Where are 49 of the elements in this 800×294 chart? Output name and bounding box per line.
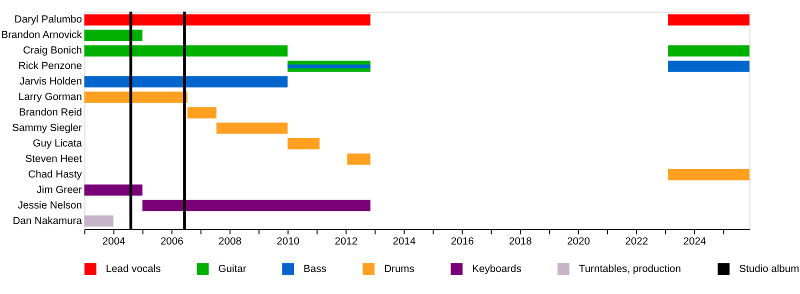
bar (84, 215, 114, 227)
bar (216, 122, 288, 134)
y-tick-label: Craig Bonich (23, 46, 82, 57)
x-tick-label: 2006 (160, 236, 184, 248)
y-tick-label: Dan Nakamura (12, 216, 82, 227)
legend-label: Keyboards (472, 264, 522, 275)
y-tick-label: Brandon Reid (19, 108, 82, 119)
x-tick-label: 2022 (625, 236, 648, 248)
bar (668, 168, 750, 180)
legend-label: Turntables, production (578, 264, 682, 275)
legend-label: Bass (304, 264, 326, 275)
y-tick-label: Guy Licata (32, 138, 82, 150)
x-tick-label: 2010 (276, 236, 300, 248)
y-tick-label: Brandon Arnovick (1, 30, 83, 42)
y-tick-label: Chad Hasty (28, 169, 83, 180)
x-tick-label: 2012 (334, 236, 358, 248)
bar (668, 45, 750, 56)
bar (142, 200, 370, 212)
y-tick-label: Larry Gorman (18, 92, 82, 104)
legend-label: Drums (384, 264, 414, 275)
x-tick-label: 2024 (683, 236, 706, 248)
y-tick-label: Jessie Nelson (18, 200, 82, 212)
x-tick-label: 2016 (450, 236, 474, 248)
bar (84, 184, 142, 196)
bar (84, 92, 188, 103)
y-tick-label: Jim Greer (36, 184, 83, 196)
bar (668, 14, 750, 26)
bar (84, 14, 370, 26)
x-tick-label: 2018 (508, 236, 532, 248)
y-tick-label: Steven Heet (25, 154, 82, 165)
bar (288, 64, 370, 68)
legend-label: Guitar (218, 264, 247, 275)
bar (347, 154, 370, 165)
legend-label: Lead vocals (106, 264, 161, 275)
bar (187, 107, 216, 118)
bar (668, 60, 750, 72)
bar (84, 45, 288, 56)
y-tick-label: Daryl Palumbo (14, 14, 82, 26)
y-tick-label: Jarvis Holden (20, 76, 82, 88)
bar (288, 138, 320, 150)
legend-label: Studio album (739, 264, 800, 275)
x-tick-label: 2004 (102, 236, 126, 248)
y-tick-label: Rick Penzone (18, 61, 82, 72)
bar (84, 30, 142, 41)
y-tick-label: Sammy Siegler (12, 123, 83, 134)
x-tick-label: 2008 (218, 236, 242, 248)
bar (84, 76, 288, 88)
x-tick-label: 2014 (392, 236, 416, 248)
x-tick-label: 2020 (567, 236, 590, 248)
